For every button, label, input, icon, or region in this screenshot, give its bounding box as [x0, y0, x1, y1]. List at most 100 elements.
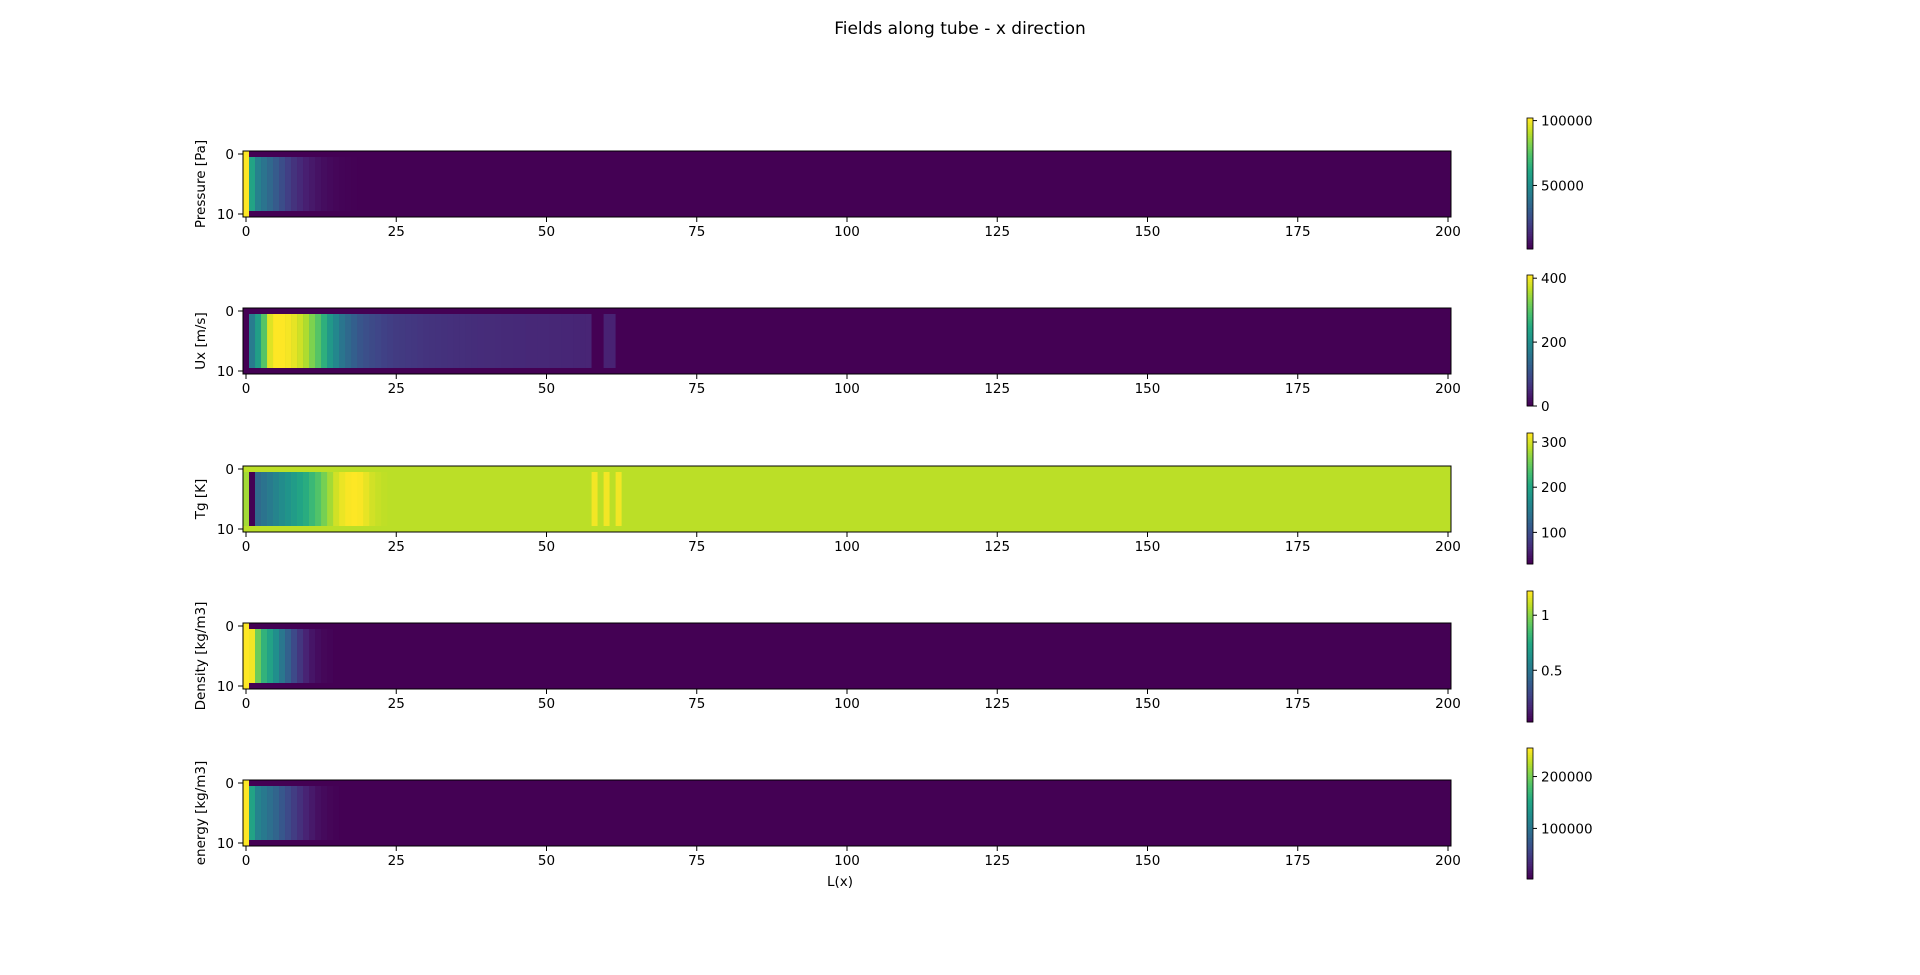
y-tick-label: 10 [217, 522, 234, 538]
x-tick-label: 50 [538, 539, 555, 555]
colorbar-segment [1527, 399, 1533, 403]
heatmap-cell-block [339, 472, 346, 526]
colorbar-segment [1527, 606, 1533, 609]
heatmap-cell-block [255, 157, 262, 211]
colorbar-segment [1527, 290, 1533, 293]
heatmap-cell-block [267, 472, 274, 526]
heatmap-cell-block [261, 157, 268, 211]
heatmap-cell-block [255, 786, 262, 840]
colorbar-segment [1527, 288, 1533, 291]
colorbar-segment [1527, 179, 1533, 182]
colorbar-segment [1527, 748, 1533, 751]
colorbar-tick-label: 100000 [1541, 821, 1593, 837]
colorbar-segment [1527, 660, 1533, 664]
panel-1: 0 25 50 75 100 125 150 175 200 0 10 Ux [m/s] 0 200 400 [193, 271, 1567, 415]
colorbar-segment [1527, 187, 1533, 191]
colorbar-segment [1527, 798, 1533, 801]
colorbar-segment [1527, 168, 1533, 171]
y-axis-label: Tg [K] [193, 479, 209, 521]
colorbar-segment [1527, 216, 1533, 219]
colorbar-segment [1527, 520, 1533, 524]
colorbar-segment [1527, 325, 1533, 328]
colorbar-segment [1527, 537, 1533, 541]
x-tick-label: 75 [688, 696, 705, 712]
colorbar-segment [1527, 676, 1533, 679]
colorbar-segment [1527, 242, 1533, 246]
x-tick-label: 100 [834, 539, 860, 555]
heatmap-cell-block [333, 472, 340, 526]
colorbar-segment [1527, 550, 1533, 554]
colorbar-segment [1527, 754, 1533, 758]
colorbar-segment [1527, 553, 1533, 556]
x-tick-label: 150 [1135, 224, 1161, 240]
colorbar-segment [1527, 817, 1533, 821]
colorbar-segment [1527, 357, 1533, 361]
heatmap-cell-block [375, 314, 382, 368]
heatmap-cell-block [597, 472, 604, 526]
panel-2: 0 25 50 75 100 125 150 175 200 0 10 Tg [K] 100 200 300 [193, 432, 1567, 565]
colorbar-segment [1527, 275, 1533, 278]
colorbar-segment [1527, 687, 1533, 690]
colorbar-segment [1527, 809, 1533, 812]
colorbar-segment [1527, 861, 1533, 865]
colorbar-segment [1527, 340, 1533, 344]
heatmap-cell-block [327, 472, 334, 526]
heatmap-cell-block [423, 314, 430, 368]
heatmap-cell-block [309, 472, 316, 526]
colorbar-segment [1527, 487, 1533, 491]
heatmap-cell-block [285, 786, 292, 840]
colorbar-segment [1527, 233, 1533, 237]
colorbar-segment [1527, 377, 1533, 381]
heatmap-cell-block [285, 314, 292, 368]
heatmap-inlet-column [243, 780, 250, 846]
heatmap-cell-block [261, 786, 268, 840]
colorbar-segment [1527, 841, 1533, 845]
colorbar-segment [1527, 146, 1533, 150]
colorbar-segment [1527, 756, 1533, 760]
colorbar-segment [1527, 711, 1533, 714]
colorbar-segment [1527, 283, 1533, 287]
colorbar-segment [1527, 789, 1533, 793]
colorbar-segment [1527, 435, 1533, 438]
colorbar-segment [1527, 481, 1533, 484]
heatmap-cell-block [603, 472, 610, 526]
x-tick-label: 175 [1285, 539, 1311, 555]
x-tick-label: 200 [1435, 381, 1461, 397]
heatmap-cell-block [327, 629, 334, 683]
colorbar-segment [1527, 222, 1533, 226]
colorbar-segment [1527, 872, 1533, 876]
colorbar-tick-label: 1 [1541, 608, 1550, 624]
colorbar-segment [1527, 312, 1533, 315]
colorbar-segment [1527, 128, 1533, 132]
colorbar-segment [1527, 765, 1533, 769]
colorbar-segment [1527, 231, 1533, 235]
heatmap-cell-block [369, 314, 376, 368]
colorbar-segment [1527, 294, 1533, 298]
colorbar-segment [1527, 561, 1533, 565]
y-tick-label: 10 [217, 836, 234, 852]
colorbar-segment [1527, 457, 1533, 460]
colorbar-segment [1527, 511, 1533, 515]
colorbar-segment [1527, 220, 1533, 224]
colorbar-segment [1527, 166, 1533, 169]
colorbar-segment [1527, 750, 1533, 753]
colorbar-segment [1527, 327, 1533, 331]
colorbar-segment [1527, 467, 1533, 471]
colorbar-segment [1527, 524, 1533, 528]
x-tick-label: 175 [1285, 381, 1311, 397]
heatmap-cell-block [495, 314, 502, 368]
colorbar-segment [1527, 163, 1533, 167]
y-axis-label: Ux [m/s] [193, 312, 209, 369]
colorbar-segment [1527, 848, 1533, 852]
heatmap-cell-block [321, 786, 328, 840]
colorbar-segment [1527, 667, 1533, 671]
colorbar-segment [1527, 159, 1533, 163]
heatmap-cell-block [309, 629, 316, 683]
heatmap-cell-block [303, 786, 310, 840]
colorbar-segment [1527, 150, 1533, 154]
colorbar-segment [1527, 619, 1533, 623]
heatmap-cell-block [279, 157, 286, 211]
colorbar-segment [1527, 815, 1533, 819]
heatmap-cell-block [459, 314, 466, 368]
colorbar-segment [1527, 673, 1533, 677]
